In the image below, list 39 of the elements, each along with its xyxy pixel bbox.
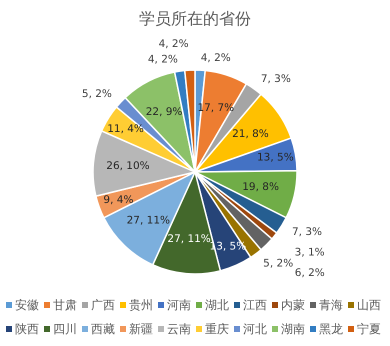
legend-label: 甘肃 <box>53 298 77 312</box>
legend-label: 湖南 <box>281 322 305 336</box>
legend-label: 西藏 <box>91 322 115 336</box>
legend-label: 河北 <box>243 322 267 336</box>
legend-label: 宁夏 <box>357 322 381 336</box>
data-label: 11, 4% <box>107 123 144 136</box>
legend-label: 青海 <box>319 298 343 312</box>
legend-label: 贵州 <box>129 298 153 312</box>
data-label: 5, 2% <box>82 88 112 100</box>
data-label: 4, 2% <box>158 38 189 50</box>
data-label: 22, 9% <box>146 106 182 118</box>
data-label: 21, 8% <box>232 128 269 140</box>
data-label: 26, 10% <box>106 160 150 172</box>
data-label: 13, 5% <box>256 152 294 164</box>
data-label: 19, 8% <box>242 181 279 194</box>
legend-label: 内蒙 <box>281 298 305 312</box>
legend-label: 新疆 <box>129 322 153 336</box>
data-label: 7, 3% <box>260 72 291 85</box>
legend-label: 安徽 <box>15 298 39 312</box>
legend-label: 四川 <box>53 322 77 336</box>
legend-label: 湖北 <box>205 298 229 312</box>
legend-label: 江西 <box>243 298 267 312</box>
legend-label: 河南 <box>167 298 191 312</box>
data-label: 3, 1% <box>294 246 325 258</box>
data-label: 27, 11% <box>126 214 170 226</box>
data-label: 7, 3% <box>292 226 322 238</box>
data-label: 5, 2% <box>263 257 294 270</box>
legend-label: 云南 <box>167 322 191 336</box>
legend-label: 陕西 <box>15 322 39 336</box>
chart-title: 学员所在的省份 <box>139 9 251 28</box>
legend-label: 山西 <box>357 298 381 312</box>
legend-label: 广西 <box>91 298 115 312</box>
data-label: 4, 2% <box>148 53 178 66</box>
data-label: 27, 11% <box>167 233 211 246</box>
legend-label: 重庆 <box>205 322 229 336</box>
legend-label: 黑龙 <box>319 322 343 336</box>
data-label: 6, 2% <box>294 267 325 280</box>
data-label: 4, 2% <box>200 52 231 64</box>
data-label: 9, 4% <box>103 194 134 206</box>
